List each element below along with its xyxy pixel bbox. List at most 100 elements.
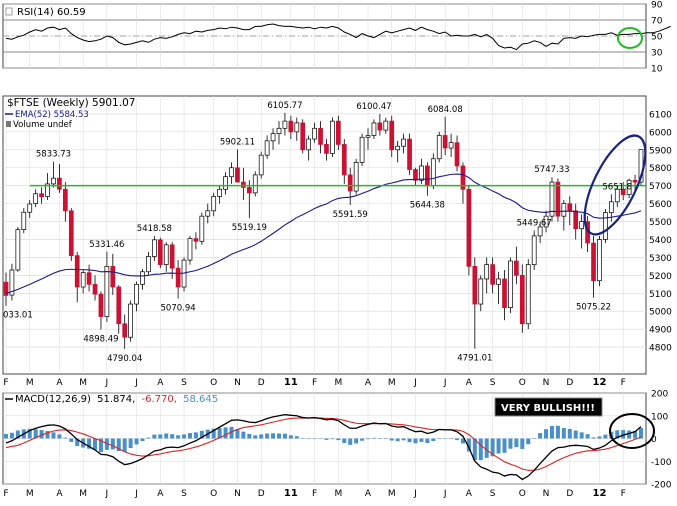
macd-histogram-bar xyxy=(51,432,56,439)
x-axis-label: F xyxy=(3,378,8,388)
candle-body xyxy=(591,242,596,282)
macd-histogram-bar xyxy=(585,434,590,439)
macd-histogram-bar xyxy=(271,433,276,439)
candle-body xyxy=(33,193,39,204)
x-axis-label: F xyxy=(312,378,317,388)
candle-body xyxy=(205,210,211,217)
price-annotation: 5331.46 xyxy=(89,240,124,250)
x-axis-label: F xyxy=(3,489,8,499)
candle-body xyxy=(258,154,264,176)
candle-body xyxy=(330,120,335,154)
price-tick-label: 4800 xyxy=(649,344,672,354)
candle-body xyxy=(573,210,579,230)
candle-body xyxy=(383,120,389,131)
histogram-value: 58.645 xyxy=(183,394,218,405)
candle-body xyxy=(152,239,157,257)
rsi-tick-label: 90 xyxy=(651,1,663,11)
price-tick-label: 6000 xyxy=(649,128,672,138)
candle-body xyxy=(241,181,246,188)
candle-body xyxy=(62,188,68,212)
macd-histogram-bar xyxy=(116,438,121,452)
x-axis-label: A xyxy=(365,489,372,499)
macd-histogram-bar xyxy=(597,436,602,439)
macd-histogram-bar xyxy=(110,438,115,450)
candle-body xyxy=(211,196,217,212)
price-tick-label: 5800 xyxy=(649,164,672,174)
macd-histogram-bar xyxy=(549,425,554,439)
x-axis-label: N xyxy=(234,378,241,388)
volume-legend: Volume undef xyxy=(13,120,73,130)
x-axis-label: A xyxy=(157,378,164,388)
candle-body xyxy=(335,120,341,145)
macd-histogram-bar xyxy=(502,438,507,453)
macd-histogram-bar xyxy=(496,438,501,454)
rsi-tick-label: 10 xyxy=(651,65,663,75)
macd-histogram-bar xyxy=(360,438,365,441)
macd-histogram-bar xyxy=(520,438,525,449)
candle-body xyxy=(169,244,175,269)
macd-histogram-bar xyxy=(318,438,323,439)
x-axis-label: D xyxy=(258,489,265,499)
x-axis-label: S xyxy=(181,378,187,388)
macd-histogram-bar xyxy=(75,438,80,447)
price-annotation: 5519.19 xyxy=(232,223,267,233)
rsi-tick-label: 70 xyxy=(651,17,663,27)
candle-body xyxy=(68,210,74,256)
candle-body xyxy=(436,135,442,160)
candle-body xyxy=(193,238,199,242)
candle-body xyxy=(413,169,418,181)
price-annotation: 5070.94 xyxy=(161,304,196,314)
candle-body xyxy=(365,135,371,138)
macd-histogram-bar xyxy=(336,438,341,441)
macd-tick-label: 0 xyxy=(651,435,657,445)
macd-histogram-bar xyxy=(371,437,376,439)
macd-histogram-bar xyxy=(342,438,347,444)
candle-body xyxy=(306,138,312,151)
breakout-highlight-ellipse xyxy=(583,134,647,236)
candle-body xyxy=(9,269,15,296)
bullish-label-box xyxy=(494,397,603,417)
candle-body xyxy=(163,244,169,265)
price-annotation: 4791.01 xyxy=(457,354,492,364)
price-frame xyxy=(2,95,647,375)
price-tick-label: 5300 xyxy=(649,254,672,264)
macd-tick-label: -200 xyxy=(651,481,672,491)
candle-body xyxy=(425,165,430,187)
macd-value: 51.874, xyxy=(97,394,135,405)
x-axis-label: S xyxy=(490,489,496,499)
macd-histogram-bar xyxy=(247,433,252,439)
macd-histogram-bar xyxy=(348,438,353,445)
candle-body xyxy=(27,203,33,213)
macd-histogram-bar xyxy=(526,438,531,445)
macd-tick-label: -100 xyxy=(651,458,672,468)
price-tick-label: 5200 xyxy=(649,272,672,282)
price-annotation: 6105.77 xyxy=(267,101,302,111)
ema-line xyxy=(5,173,642,294)
price-annotation: 033.01 xyxy=(3,310,33,320)
candle-body xyxy=(318,127,323,145)
price-tick-label: 5000 xyxy=(649,308,672,318)
macd-histogram-bar xyxy=(45,430,50,439)
candle-body xyxy=(104,266,110,317)
macd-histogram-bar xyxy=(288,435,293,439)
price-annotation: 5833.73 xyxy=(36,150,71,160)
candle-body xyxy=(312,127,317,140)
macd-histogram-bar xyxy=(437,438,442,439)
candle-body xyxy=(252,174,258,194)
x-axis-label: J xyxy=(134,489,138,499)
price-tick-label: 5500 xyxy=(649,218,672,228)
macd-histogram-bar xyxy=(158,434,163,439)
candle-body xyxy=(282,120,288,129)
price-annotation: 5449.67 xyxy=(517,219,552,229)
x-axis-label: D xyxy=(258,378,265,388)
candle-body xyxy=(140,271,145,285)
macd-histogram-bar xyxy=(460,438,465,444)
candle-body xyxy=(561,203,567,217)
macd-histogram-bar xyxy=(63,437,68,439)
candle-body xyxy=(324,144,329,154)
macd-histogram-bar xyxy=(621,430,626,439)
macd-histogram-bar xyxy=(182,434,187,439)
macd-histogram-bar xyxy=(253,435,258,439)
x-axis-label: D xyxy=(566,378,573,388)
candle-body xyxy=(484,264,490,280)
